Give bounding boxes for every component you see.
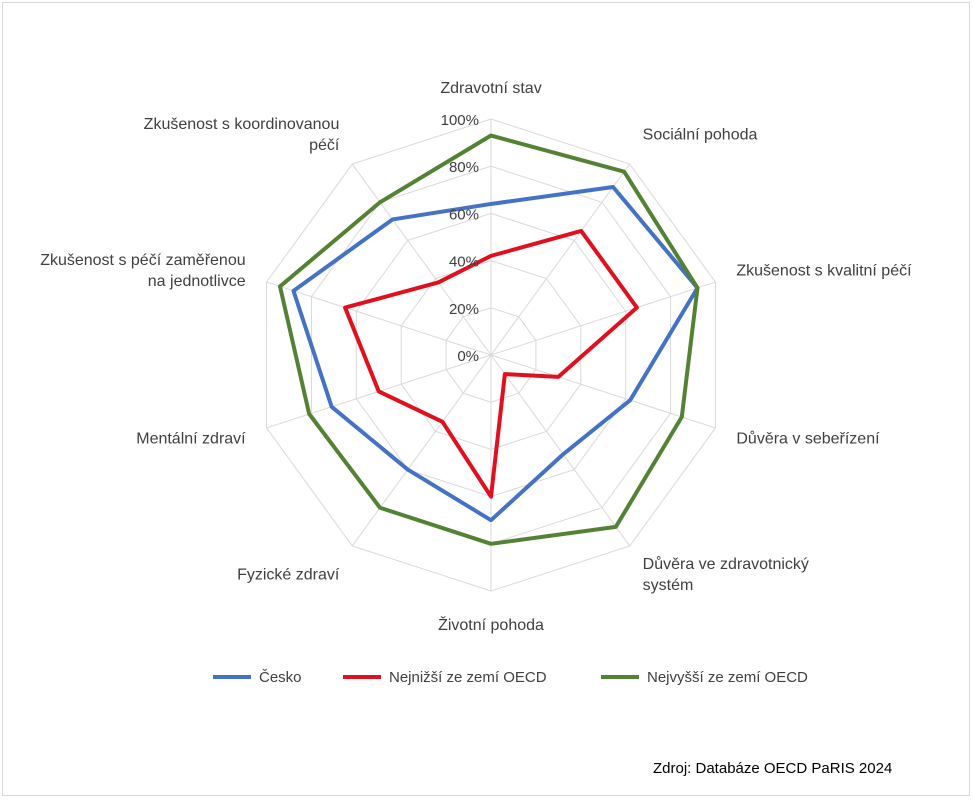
category-label-4: Důvěra ve zdravotnický systém [643, 555, 809, 594]
category-label-line: na jednotlivce [148, 273, 246, 290]
category-label-line: systém [643, 577, 694, 594]
category-label-2: Zkušenost s kvalitní péčí [736, 262, 912, 279]
category-label-3: Důvěra v sebeřízení [736, 430, 880, 448]
series-layer [278, 133, 700, 546]
category-label-8: Zkušenost s péčí zaměřenou na jednotlivce [40, 252, 246, 290]
grid-spoke-3 [490, 354, 716, 429]
category-label-line: Důvěra ve zdravotnický [643, 555, 809, 573]
grid-spoke-9 [351, 163, 492, 356]
category-label-line: Zdravotní stav [440, 80, 541, 97]
category-label-line: Fyzické zdraví [237, 567, 340, 584]
source-note: Zdroj: Databáze OECD PaRIS 2024 [653, 760, 893, 777]
grid-spoke-2 [490, 281, 716, 356]
tick-labels: 0% 20% 40% 60% 80% 100% [441, 112, 479, 365]
category-label-5: Životní pohoda [438, 615, 544, 634]
category-label-line: Sociální pohoda [643, 126, 758, 143]
category-label-line: péčí [309, 137, 340, 154]
category-label-line: Zkušenost s kvalitní péčí [736, 262, 912, 279]
category-label-6: Fyzické zdraví [237, 567, 340, 584]
grid-spoke-6 [351, 354, 492, 547]
grid-spoke-1 [490, 163, 631, 356]
tick-label-0: 0% [457, 348, 479, 365]
radar-chart: 0% 20% 40% 60% 80% 100% Zdravotní stav Sociáln… [40, 80, 912, 686]
category-label-line: Mentální zdraví [136, 431, 246, 448]
category-label-line: Životní pohoda [438, 615, 544, 634]
category-labels: Zdravotní stav Sociální pohoda Zkušenost s… [40, 80, 912, 634]
legend-label-1: Nejnižší ze zemí OECD [389, 669, 547, 686]
category-label-0: Zdravotní stav [440, 80, 541, 97]
series-line-1 [343, 228, 639, 499]
category-label-7: Mentální zdraví [136, 431, 246, 448]
category-label-line: Zkušenost s péčí zaměřenou [40, 252, 245, 269]
legend: Česko Nejnižší ze zemí OECD Nejvyšší ze ze… [213, 669, 808, 686]
legend-label-2: Nejvyšší ze zemí OECD [647, 669, 808, 686]
grid-spoke-8 [266, 281, 492, 356]
grid-spoke-4 [490, 354, 631, 547]
category-label-line: Důvěra v sebeřízení [736, 430, 880, 448]
category-label-9: Zkušenost s koordinovanou péčí [144, 116, 340, 154]
series-line-0 [291, 184, 700, 523]
category-label-line: Zkušenost s koordinovanou [144, 116, 340, 133]
series-line-2 [278, 133, 700, 546]
tick-label-1: 20% [449, 301, 479, 318]
tick-label-2: 40% [449, 254, 479, 271]
category-label-1: Sociální pohoda [643, 126, 758, 143]
tick-label-3: 60% [449, 206, 479, 223]
tick-label-4: 80% [449, 159, 479, 176]
legend-label-0: Česko [259, 669, 302, 686]
tick-label-5: 100% [441, 112, 479, 129]
